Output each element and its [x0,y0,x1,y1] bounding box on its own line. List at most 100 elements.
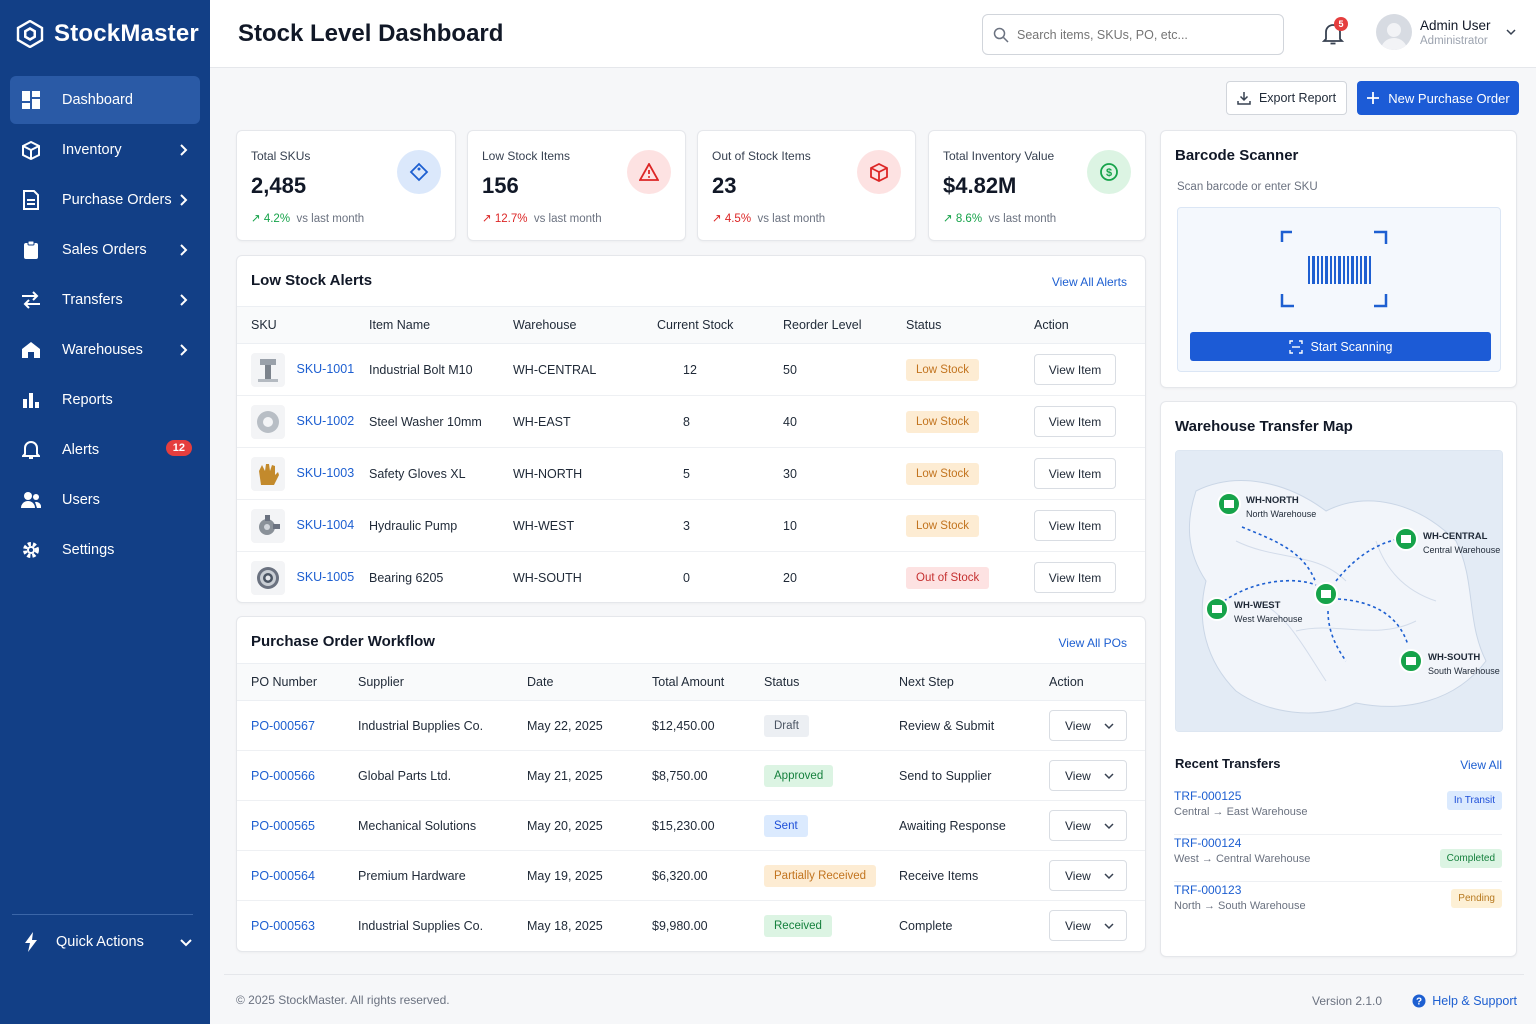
po-number-link[interactable]: PO-000566 [251,768,315,783]
sidebar-item-reports[interactable]: Reports [10,376,200,424]
purchase-orders-table: PO Number Supplier Date Total Amount Sta… [237,663,1145,951]
column-header: Status [764,663,899,701]
user-role: Administrator [1420,34,1488,47]
transfer-row[interactable]: TRF-000124 West → Central Warehouse Comp… [1174,836,1502,882]
item-thumbnail [251,560,285,595]
sku-link[interactable]: SKU-1001 [296,361,355,376]
item-name: Safety Gloves XL [369,447,513,500]
warehouse-pin-central [1394,527,1418,551]
view-item-button[interactable]: View Item [1034,354,1116,385]
view-label: View [1065,768,1091,783]
view-item-button[interactable]: View Item [1034,406,1116,437]
bell-icon [20,439,42,461]
top-header: Stock Level Dashboard 5 Admin User Admin… [210,0,1536,68]
view-all-transfers-link[interactable]: View All [1460,758,1502,772]
sku-link[interactable]: SKU-1003 [296,465,355,480]
status-badge: Sent [764,814,808,837]
warehouse-pin-hub [1314,582,1338,606]
sidebar-item-label: Settings [62,542,115,558]
sidebar-item-label: Inventory [62,142,122,158]
sidebar-item-alerts[interactable]: Alerts 12 [10,426,200,474]
search-box[interactable] [982,14,1284,55]
sku-link[interactable]: SKU-1005 [296,570,355,585]
brand[interactable]: StockMaster [0,0,210,68]
current-stock: 8 [657,395,783,448]
view-dropdown-button[interactable]: View [1049,760,1127,791]
sidebar-item-users[interactable]: Users [10,476,200,524]
lightning-icon [20,931,42,953]
transfer-id[interactable]: TRF-000124 [1174,836,1242,850]
column-header: Reorder Level [783,306,906,344]
card-title: Low Stock Alerts [251,272,373,289]
sidebar-item-warehouses[interactable]: Warehouses [10,326,200,374]
box-icon [857,150,901,194]
view-dropdown-button[interactable]: View [1049,910,1127,942]
view-dropdown-button[interactable]: View [1049,860,1127,891]
low-stock-table: SKU Item Name Warehouse Current Stock Re… [237,306,1145,604]
transfer-route: North → South Warehouse [1174,900,1306,912]
sidebar-item-purchase-orders[interactable]: Purchase Orders [10,176,200,224]
reorder-level: 50 [783,343,906,396]
view-item-button[interactable]: View Item [1034,562,1116,594]
sidebar-item-dashboard[interactable]: Dashboard [10,76,200,124]
card-title: Purchase Order Workflow [251,633,435,650]
item-thumbnail [251,352,285,387]
warning-icon [627,150,671,194]
start-scanning-button[interactable]: Start Scanning [1190,332,1491,361]
barcode-frame-icon [1280,230,1388,308]
sku-link[interactable]: SKU-1004 [296,517,355,532]
table-row: SKU-1003 Safety Gloves XL WH-NORTH 5 30 … [237,447,1145,500]
transfer-id[interactable]: TRF-000125 [1174,789,1242,803]
search-input[interactable] [1017,27,1267,42]
export-report-label: Export Report [1258,91,1337,105]
export-report-button[interactable]: Export Report [1226,81,1347,115]
current-stock: 12 [657,343,783,396]
view-item-button[interactable]: View Item [1034,510,1116,541]
table-row: PO-000563 Industrial Supplies Co. May 18… [237,901,1145,951]
user-menu[interactable]: Admin User Administrator [1376,14,1517,50]
sidebar-item-label: Warehouses [62,342,143,358]
tag-icon [397,150,441,194]
help-support-link[interactable]: ? Help & Support [1412,994,1517,1008]
transfer-map[interactable]: WH-NORTH North Warehouse WH-CENTRAL Centra… [1175,450,1503,732]
scan-area[interactable]: Start Scanning [1177,207,1501,372]
user-name: Admin User [1420,17,1491,33]
next-step: Receive Items [899,850,1049,901]
transfer-id[interactable]: TRF-000123 [1174,883,1242,897]
po-number-link[interactable]: PO-000563 [251,918,315,933]
sidebar-item-sales-orders[interactable]: Sales Orders [10,226,200,274]
sku-link[interactable]: SKU-1002 [296,413,355,428]
table-row: PO-000564 Premium Hardware May 19, 2025 … [237,850,1145,901]
total-amount: $8,750.00 [652,750,764,801]
notification-count-badge: 5 [1334,17,1348,31]
view-dropdown-button[interactable]: View [1049,710,1127,741]
sidebar: StockMaster Dashboard Inventory Purchase… [0,0,210,1024]
po-date: May 20, 2025 [527,800,652,851]
quick-actions-label: Quick Actions [56,934,144,950]
view-item-button[interactable]: View Item [1034,458,1116,489]
stat-card-inventory-value: Total Inventory Value $4.82M ↗ 8.6% vs l… [928,130,1146,241]
transfer-row[interactable]: TRF-000125 Central → East Warehouse In T… [1174,789,1502,835]
app-name: StockMaster [54,20,199,47]
chevron-down-icon [1104,722,1114,729]
sidebar-item-transfers[interactable]: Transfers [10,276,200,324]
download-icon [1237,92,1251,105]
new-purchase-order-button[interactable]: New Purchase Order [1357,81,1519,115]
view-dropdown-button[interactable]: View [1049,810,1127,841]
warehouse: WH-EAST [513,395,657,448]
bar-chart-icon [20,389,42,411]
transfer-row[interactable]: TRF-000123 North → South Warehouse Pendi… [1174,883,1502,929]
po-number-link[interactable]: PO-000565 [251,818,315,833]
quick-actions-toggle[interactable]: Quick Actions [12,914,193,953]
sidebar-item-inventory[interactable]: Inventory [10,126,200,174]
po-number-link[interactable]: PO-000567 [251,718,315,733]
warehouse: WH-NORTH [513,447,657,500]
item-name: Steel Washer 10mm [369,395,513,448]
next-step: Awaiting Response [899,800,1049,851]
dashboard-icon [20,89,42,111]
sidebar-item-settings[interactable]: Settings [10,526,200,574]
po-number-link[interactable]: PO-000564 [251,868,315,883]
search-icon [993,27,1009,43]
view-all-alerts-link[interactable]: View All Alerts [1051,275,1127,289]
view-all-pos-link[interactable]: View All POs [1058,636,1127,650]
